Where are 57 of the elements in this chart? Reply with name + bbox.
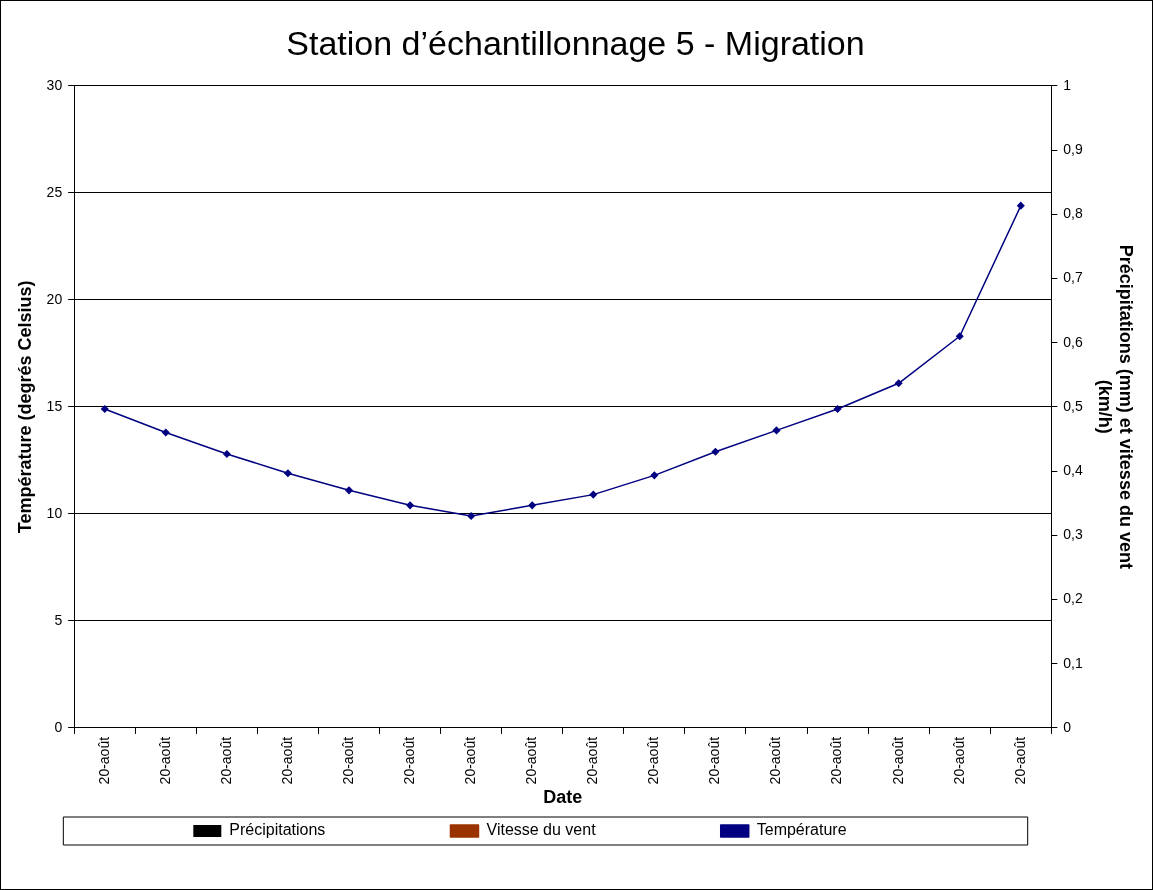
x-tick-label: 20-août xyxy=(95,736,112,785)
point xyxy=(467,512,475,520)
point xyxy=(650,471,659,480)
y-tick-label: 25 xyxy=(46,183,63,200)
point xyxy=(528,501,536,510)
y2-tick-label: 0,5 xyxy=(1063,397,1084,414)
x-tick-label: 20-août xyxy=(950,736,967,785)
x-tick-label: 20-août xyxy=(278,736,295,785)
x-tick-label: 20-août xyxy=(706,736,723,785)
y-tick-label: 10 xyxy=(46,504,63,521)
point xyxy=(894,379,903,388)
point xyxy=(406,501,414,510)
y2-tick-label: 0,8 xyxy=(1063,205,1084,222)
chart-title: Station d’échantillonnage 5 - Migration xyxy=(286,23,865,62)
y-tick-label: 0 xyxy=(54,718,63,735)
x-tick-label: 20-août xyxy=(1011,736,1028,785)
x-tick-label: 20-août xyxy=(767,736,784,785)
y2-tick-label: 1 xyxy=(1063,76,1072,93)
point xyxy=(772,426,781,435)
y2-tick-label: 0 xyxy=(1063,718,1072,735)
point xyxy=(345,486,353,495)
point xyxy=(1017,201,1025,210)
y-tick-label: 20 xyxy=(46,290,63,307)
point xyxy=(833,405,842,413)
point xyxy=(223,450,231,458)
y2-tick-label: 0,4 xyxy=(1063,461,1084,478)
y2-axis-title: Précipitations (mm) et vitesse du vent (km/h) xyxy=(1094,244,1137,569)
legend-label: Vitesse du vent xyxy=(486,821,707,839)
legend-label: Température xyxy=(756,821,958,839)
x-axis-title: Date xyxy=(543,787,583,808)
x-tick-label: 20-août xyxy=(645,736,662,785)
x-tick-label: 20-août xyxy=(217,736,234,785)
y-tick-label: 30 xyxy=(46,76,63,93)
x-tick-label: 20-août xyxy=(156,736,173,785)
x-tick-label: 20-août xyxy=(462,736,479,785)
legend-label: Précipitations xyxy=(229,821,437,839)
x-tick-label: 20-août xyxy=(889,736,906,785)
x-tick-label: 20-août xyxy=(523,736,540,785)
point xyxy=(955,332,964,340)
y2-tick-label: 0,7 xyxy=(1063,269,1084,286)
x-tick-label: 20-août xyxy=(339,736,356,785)
y-tick-label: 5 xyxy=(54,611,63,628)
point xyxy=(284,469,292,477)
y2-tick-label: 0,2 xyxy=(1063,590,1084,607)
y-axis-title: Température (degrés Celsius) xyxy=(14,280,35,534)
x-tick-label: 20-août xyxy=(400,736,417,785)
y2-tick-label: 0,6 xyxy=(1063,333,1084,350)
point xyxy=(100,405,109,413)
y2-tick-label: 0,9 xyxy=(1063,140,1084,157)
x-tick-label: 20-août xyxy=(828,736,845,785)
point xyxy=(589,490,598,499)
x-tick-label: 20-août xyxy=(584,736,601,785)
point xyxy=(162,428,170,437)
y2-tick-label: 0,3 xyxy=(1063,526,1084,543)
y-tick-label: 15 xyxy=(46,397,63,414)
point xyxy=(711,448,720,456)
y2-tick-label: 0,1 xyxy=(1063,654,1084,671)
